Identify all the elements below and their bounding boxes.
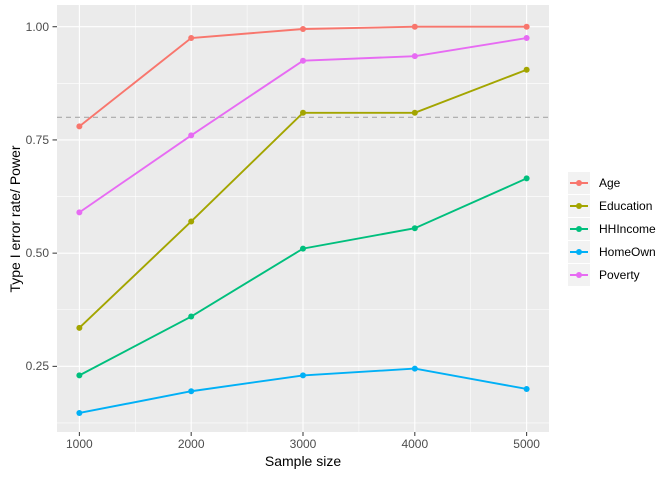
legend-label: HomeOwn bbox=[599, 245, 656, 259]
data-point-hhincome bbox=[523, 175, 530, 182]
legend-label: Age bbox=[599, 176, 621, 190]
data-point-poverty bbox=[76, 209, 83, 216]
data-point-education bbox=[411, 109, 418, 116]
x-tick-label: 1000 bbox=[66, 437, 93, 451]
data-point-age bbox=[76, 123, 83, 130]
x-tick-label: 3000 bbox=[289, 437, 317, 451]
data-point-hhincome bbox=[76, 372, 83, 379]
legend: Age Education HHIncome HomeOwn Poverty bbox=[568, 172, 656, 287]
legend-key-icon bbox=[568, 264, 590, 286]
legend-item-hhincome: HHIncome bbox=[568, 218, 656, 240]
data-point-poverty bbox=[300, 57, 306, 64]
y-tick-label: 0.75 bbox=[25, 132, 49, 147]
x-tick-label: 2000 bbox=[177, 437, 205, 451]
data-point-poverty bbox=[188, 132, 195, 139]
data-point-homeown bbox=[76, 409, 83, 416]
legend-label: Poverty bbox=[599, 268, 640, 282]
data-point-poverty bbox=[523, 35, 530, 42]
x-axis-title: Sample size bbox=[264, 453, 342, 469]
data-point-hhincome bbox=[300, 245, 306, 252]
y-axis-title: Type I error rate/ Power bbox=[7, 145, 23, 293]
y-tick-label: 1.00 bbox=[25, 19, 49, 34]
data-point-age bbox=[523, 23, 530, 30]
data-point-homeown bbox=[188, 388, 195, 395]
x-tick-label: 5000 bbox=[513, 437, 540, 451]
data-point-hhincome bbox=[188, 313, 195, 320]
data-point-homeown bbox=[523, 385, 530, 392]
data-point-education bbox=[523, 66, 530, 73]
legend-label: Education bbox=[599, 199, 653, 213]
legend-item-poverty: Poverty bbox=[568, 264, 656, 286]
data-point-education bbox=[300, 109, 306, 116]
legend-key-icon bbox=[568, 172, 590, 194]
data-point-age bbox=[188, 35, 195, 42]
legend-key-icon bbox=[568, 218, 590, 240]
data-point-age bbox=[300, 25, 306, 32]
data-point-homeown bbox=[300, 372, 306, 379]
legend-item-age: Age bbox=[568, 172, 656, 194]
data-point-education bbox=[76, 324, 83, 331]
legend-key-icon bbox=[568, 241, 590, 263]
data-point-education bbox=[188, 218, 195, 225]
legend-item-education: Education bbox=[568, 195, 656, 217]
data-point-hhincome bbox=[411, 225, 418, 232]
legend-key-icon bbox=[568, 195, 590, 217]
legend-label: HHIncome bbox=[599, 222, 656, 236]
y-tick-label: 0.50 bbox=[25, 246, 49, 261]
data-point-age bbox=[411, 23, 418, 30]
data-point-poverty bbox=[411, 53, 418, 60]
x-tick-label: 4000 bbox=[401, 437, 429, 451]
legend-item-homeown: HomeOwn bbox=[568, 241, 656, 263]
data-point-homeown bbox=[411, 365, 418, 372]
y-tick-label: 0.25 bbox=[25, 359, 49, 374]
